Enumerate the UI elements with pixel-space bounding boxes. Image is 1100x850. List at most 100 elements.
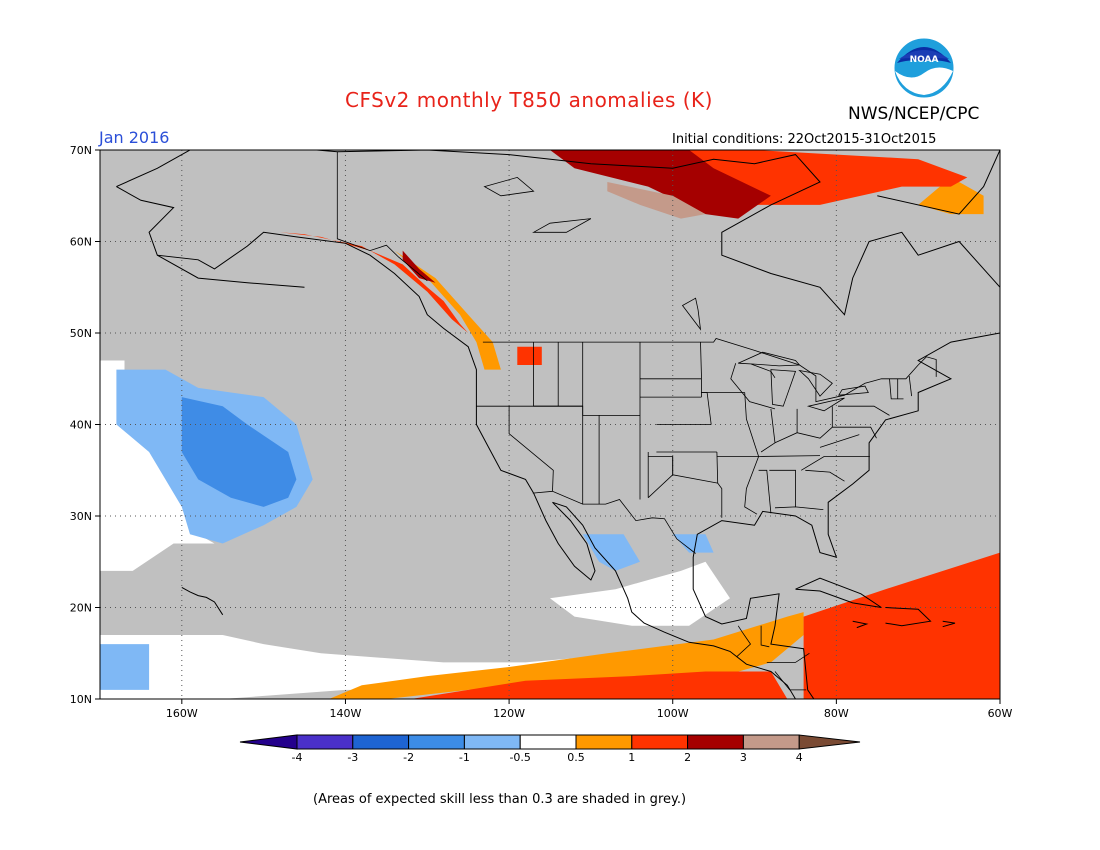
colorbar-label: -4 — [292, 751, 303, 764]
political-border — [774, 506, 824, 510]
longitude-tick-label: 160W — [166, 707, 198, 720]
latitude-tick-label: 60N — [70, 236, 92, 249]
political-border — [700, 342, 702, 398]
political-border — [766, 652, 810, 663]
noaa-logo-icon: NOAA — [893, 37, 955, 99]
map-gridlines — [100, 150, 1000, 699]
lake-outline — [738, 351, 801, 367]
political-border — [769, 469, 796, 507]
lake-outline — [532, 218, 592, 233]
coastline — [885, 607, 932, 627]
lake-outline — [798, 369, 833, 397]
colorbar-swatch — [296, 734, 354, 750]
colorbar-label: 1 — [628, 751, 635, 764]
colorbar-swatch — [352, 734, 410, 750]
longitude-tick-label: 60W — [988, 707, 1013, 720]
anomaly-region-white — [550, 561, 730, 626]
initial-conditions-label: Initial conditions: 22Oct2015-31Oct2015 — [672, 132, 937, 147]
coastline — [942, 620, 956, 628]
political-border — [758, 469, 772, 514]
coastline — [157, 254, 305, 288]
colorbar-swatch — [408, 734, 465, 750]
colorbar-label: -2 — [403, 751, 414, 764]
political-border — [805, 469, 845, 482]
political-border — [774, 671, 807, 691]
latitude-tick-label: 20N — [70, 602, 92, 615]
noaa-logo-text: NOAA — [910, 55, 939, 65]
longitude-tick-label: 80W — [824, 707, 849, 720]
anomaly-region-tan — [607, 182, 706, 219]
political-border — [744, 392, 760, 515]
colorbar-swatch — [575, 734, 633, 750]
coastline — [795, 577, 882, 608]
colorbar-swatch — [631, 734, 689, 750]
longitude-tick-label: 140W — [330, 707, 362, 720]
coastline — [793, 150, 797, 151]
latitude-tick-label: 50N — [70, 327, 92, 340]
agency-label: NWS/NCEP/CPC — [848, 104, 980, 124]
map-title: CFSv2 monthly T850 anomalies (K) — [345, 88, 713, 112]
anomaly-region-light-blue — [582, 534, 640, 571]
colorbar-label: 0.5 — [567, 751, 585, 764]
political-border — [736, 625, 752, 658]
coastline — [181, 586, 224, 616]
map-lines — [116, 150, 1000, 699]
anomaly-region-light-blue — [100, 644, 150, 690]
political-border — [760, 625, 770, 648]
colorbar-label: 4 — [796, 751, 803, 764]
political-border — [832, 426, 877, 439]
political-border — [336, 151, 428, 282]
anomaly-region-dark-red — [550, 150, 771, 219]
anomaly-region-dark-red — [402, 250, 436, 283]
colorbar-high-arrow — [798, 734, 861, 750]
anomaly-region-light-orange — [394, 250, 501, 370]
latitude-tick-label: 40N — [70, 419, 92, 432]
lake-outline — [838, 385, 869, 396]
latitude-tick-label: 70N — [70, 144, 92, 157]
colorbar-label: 3 — [740, 751, 747, 764]
political-border — [889, 378, 904, 400]
colorbar-swatch — [463, 734, 521, 750]
colorbar-label: -1 — [459, 751, 470, 764]
valid-month-label: Jan 2016 — [99, 128, 170, 147]
anomaly-region-light-blue — [672, 534, 714, 553]
latitude-tick-label: 30N — [70, 510, 92, 523]
anomaly-region-orange — [410, 671, 788, 699]
political-border — [800, 456, 870, 471]
lake-outline — [770, 369, 797, 407]
political-border — [819, 434, 860, 448]
political-border — [908, 375, 912, 397]
political-border — [730, 363, 776, 410]
political-border — [482, 338, 937, 403]
colorbar-swatch — [519, 734, 577, 750]
longitude-tick-label: 100W — [657, 707, 689, 720]
political-border — [838, 405, 890, 416]
lake-outline — [681, 297, 702, 331]
longitude-tick-label: 120W — [493, 707, 525, 720]
political-border — [508, 406, 554, 492]
colorbar-swatch — [687, 734, 744, 750]
political-border — [532, 490, 696, 554]
colorbar: -4 -3 -2 -1 -0.5 0.5 1 2 3 4 — [239, 734, 861, 764]
anomaly-region-orange — [517, 346, 542, 365]
anomaly-region-orange — [280, 232, 469, 333]
coastline — [877, 150, 1000, 215]
colorbar-label: 2 — [684, 751, 691, 764]
political-border — [758, 455, 821, 457]
colorbar-label: -3 — [347, 751, 358, 764]
map-ticks: 70N 60N 50N 40N 30N 20N 10N 160W 140W 120W 100W 80W… — [70, 144, 1013, 720]
colorbar-low-arrow — [239, 734, 298, 750]
lake-outline — [483, 176, 535, 197]
noaa-logo: NOAA — [893, 37, 955, 103]
political-border — [647, 456, 674, 498]
political-border — [716, 451, 723, 518]
colorbar-swatch — [742, 734, 800, 750]
political-border — [774, 406, 833, 444]
lake-outline — [806, 397, 845, 412]
latitude-tick-label: 10N — [70, 693, 92, 706]
footnote: (Areas of expected skill less than 0.3 a… — [313, 792, 687, 807]
coastline — [116, 150, 1000, 699]
colorbar-label: -0.5 — [509, 751, 530, 764]
coastline — [852, 620, 869, 629]
